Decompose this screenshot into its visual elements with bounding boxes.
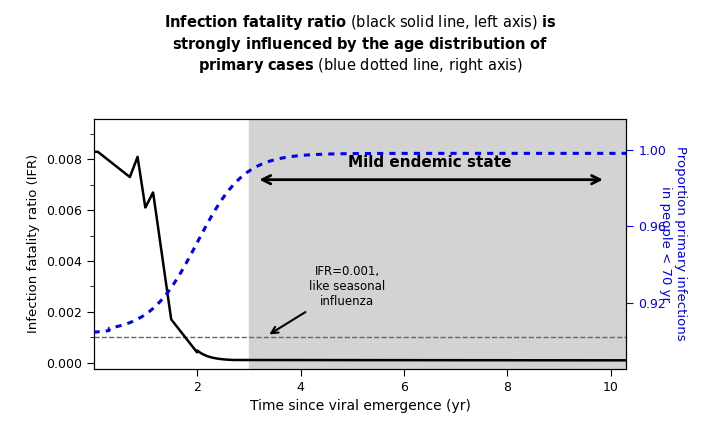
X-axis label: Time since viral emergence (yr): Time since viral emergence (yr) [250, 399, 470, 413]
Text: $\bf{Infection\ fatality\ ratio}$ (black solid line, left axis) $\bf{is}$
$\bf{s: $\bf{Infection\ fatality\ ratio}$ (black… [163, 13, 557, 75]
Bar [249, 119, 626, 369]
Y-axis label: Infection fatality ratio (IFR): Infection fatality ratio (IFR) [27, 154, 40, 333]
Text: IFR=0.001,
like seasonal
influenza: IFR=0.001, like seasonal influenza [271, 265, 385, 333]
Y-axis label: Proportion primary infections
in people < 70 yr: Proportion primary infections in people … [659, 146, 687, 341]
Text: Mild endemic state: Mild endemic state [348, 154, 512, 170]
